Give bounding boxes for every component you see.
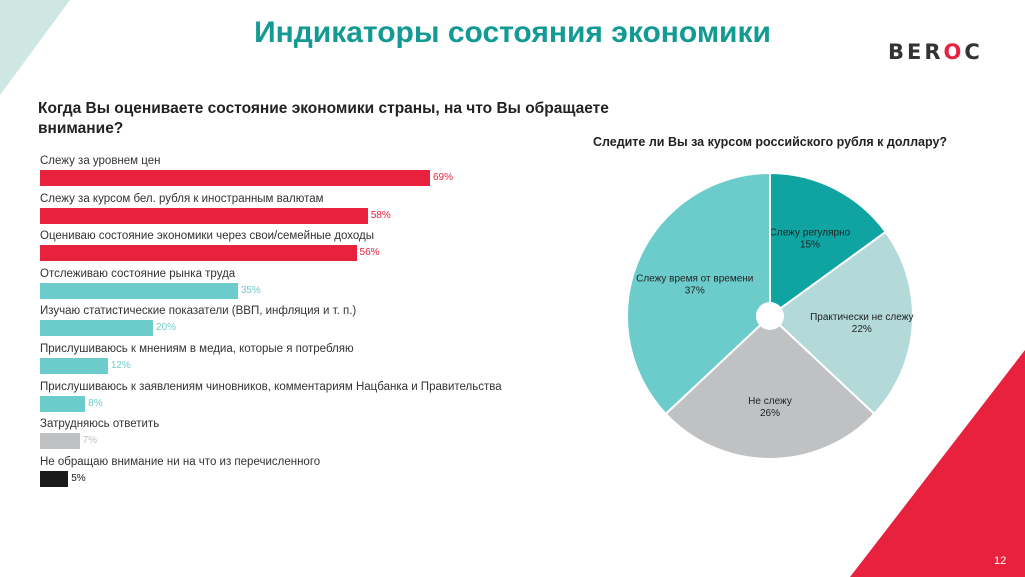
bar	[40, 395, 86, 412]
pie-slice	[769, 171, 888, 318]
pie-slice-value: 37%	[685, 285, 705, 296]
pie-slice-label: Слежу регулярно	[770, 228, 851, 239]
pie-slice-label: Не слежу	[748, 396, 792, 407]
bar	[40, 245, 357, 262]
bar-label: Не обращаю внимание ни на что из перечис…	[40, 455, 321, 468]
bar-label: Прислушиваюсь к заявлениям чиновников, к…	[40, 380, 502, 393]
page-title: Индикаторы состояния экономики	[254, 16, 771, 49]
bar	[40, 282, 238, 299]
logo-letter-o: O	[943, 40, 965, 64]
pie-slice-label: Слежу время от времени	[636, 273, 753, 284]
pie-slice	[626, 171, 771, 416]
bar	[40, 170, 430, 186]
bar-label: Изучаю статистические показатели (ВВП, и…	[40, 305, 357, 318]
bar	[40, 470, 69, 487]
logo-letter: C	[964, 40, 983, 64]
bar-label: Оцениваю состояние экономики через свои/…	[40, 230, 375, 243]
logo-letter: R	[924, 40, 944, 64]
pie-center-hole	[756, 302, 784, 330]
bar-value-label: 20%	[156, 322, 177, 334]
bar-value-label: 58%	[370, 209, 391, 221]
page-number: 12	[994, 555, 1007, 567]
pie-slice	[664, 314, 876, 460]
bar-value-label: 8%	[88, 397, 103, 409]
beroc-logo: BEROC	[888, 40, 998, 80]
bar-label: Слежу за курсом бел. рубля к иностранным…	[40, 192, 324, 205]
bar-label: Затрудняюсь ответить	[40, 418, 160, 431]
pie-slice-value: 15%	[800, 240, 820, 251]
pie-slice-value: 22%	[852, 324, 872, 335]
bar-label: Прислушиваюсь к мнениям в медиа, которые…	[40, 343, 354, 355]
decor-bottom-right-shape	[850, 350, 1025, 577]
bar	[40, 207, 368, 224]
pie-slice	[768, 230, 914, 416]
pie-slice-value: 26%	[760, 408, 780, 419]
pie-chart-title: Следите ли Вы за курсом российского рубл…	[592, 135, 948, 149]
bar-value-label: 69%	[433, 172, 454, 183]
bar-value-label: 5%	[71, 472, 86, 484]
bar-label: Отслеживаю состояние рынка труда	[40, 267, 236, 280]
bar	[40, 358, 108, 374]
decor-top-left-triangle	[0, 0, 70, 95]
bar-value-label: 7%	[82, 435, 98, 447]
logo-letter: B	[888, 40, 908, 64]
bar-chart: Слежу за уровнем цен 69% Слежу за курсом б…	[40, 155, 502, 487]
bar	[40, 433, 80, 450]
bar-chart-title: Когда Вы оцениваете состояние экономики …	[38, 100, 609, 137]
logo-letter: E	[907, 40, 925, 64]
bar-value-label: 12%	[110, 360, 131, 371]
pie-slice-label: Практически не слежу	[810, 312, 913, 323]
bar	[40, 320, 154, 337]
bar-value-label: 35%	[240, 284, 261, 296]
bar-value-label: 56%	[359, 247, 380, 259]
bar-label: Слежу за уровнем цен	[40, 155, 161, 167]
